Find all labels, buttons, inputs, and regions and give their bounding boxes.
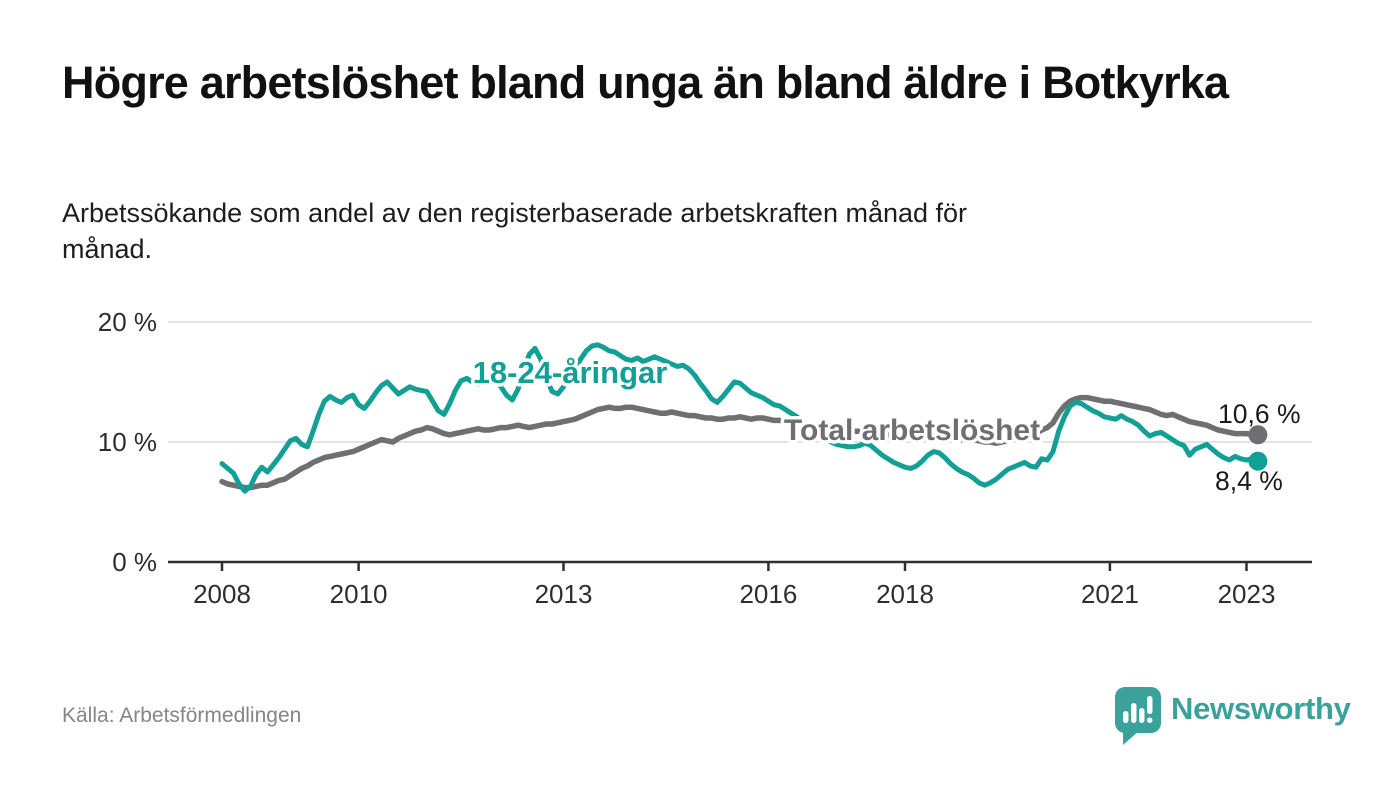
series-end-dot-youth: [1248, 451, 1268, 471]
x-tick-label-2008: 2008: [193, 579, 251, 609]
end-value-label-youth: 8,4 %: [1215, 466, 1283, 496]
y-tick-label-20: 20 %: [98, 307, 157, 337]
x-tick-label-2021: 2021: [1081, 579, 1139, 609]
logo-barchart-glyph: [1123, 696, 1153, 723]
logo-bubble-tail: [1123, 730, 1140, 745]
series-label-total: Total arbetslöshet: [784, 414, 1040, 447]
x-tick-label-2010: 2010: [330, 579, 388, 609]
y-tick-label-10: 10 %: [98, 427, 157, 457]
x-tick-label-2016: 2016: [739, 579, 797, 609]
chart-subtitle: Arbetssökande som andel av den registerb…: [62, 198, 968, 264]
x-tick-label-2013: 2013: [535, 579, 593, 609]
series-label-youth: 18-24-åringar: [473, 355, 668, 390]
end-value-label-total: 10,6 %: [1218, 399, 1301, 429]
series-line-youth: [219, 342, 1261, 494]
y-tick-label-0: 0 %: [112, 547, 157, 577]
newsworthy-brand: Newsworthy: [1114, 686, 1351, 748]
series-line-total: [219, 394, 1261, 491]
x-tick-label-2018: 2018: [876, 579, 934, 609]
page-title: Högre arbetslöshet bland unga än bland ä…: [62, 57, 1229, 108]
logo-bubble: [1115, 687, 1161, 733]
newsworthy-wordmark: Newsworthy: [1171, 691, 1351, 726]
newsworthy-logo-icon: [1115, 687, 1161, 745]
x-tick-label-2023: 2023: [1218, 579, 1276, 609]
series-end-dot-total: [1248, 425, 1268, 445]
source-note: Källa: Arbetsförmedlingen: [62, 704, 302, 727]
line-chart: 0 % 10 % 20 % 2008 2010 2013 2016 2018 2021 2023 1…: [98, 307, 1312, 609]
